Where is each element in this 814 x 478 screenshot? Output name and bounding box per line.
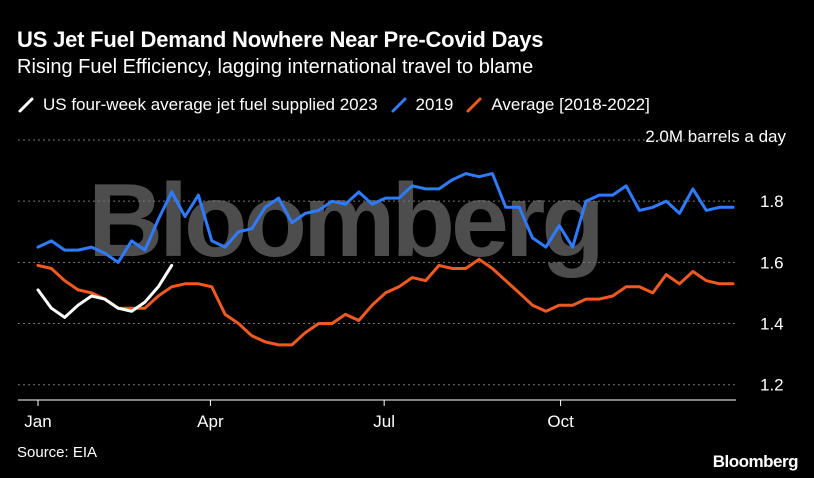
series-line-0 [36,263,174,319]
legend-swatch-2019 [391,97,407,113]
legend-label-2019: 2019 [415,95,454,114]
chart-title: US Jet Fuel Demand Nowhere Near Pre-Covi… [17,27,544,52]
x-tick-label: Apr [197,412,224,431]
bloomberg-logo: Bloomberg [712,452,799,471]
y-axis-unit-label: 2.0M barrels a day [645,127,786,146]
legend-swatch-2023 [18,97,34,113]
legend-item-2019: 2019 [390,95,454,115]
y-tick-label: 1.8 [760,192,784,211]
series-line-2 [36,257,735,347]
legend-label-average: Average [2018-2022] [491,95,650,114]
y-tick-label: 1.2 [760,376,784,395]
x-tick-label: Oct [547,412,574,431]
series-line-1 [36,172,735,264]
legend-item-average: Average [2018-2022] [465,95,650,115]
chart-subtitle: Rising Fuel Efficiency, lagging internat… [17,56,534,78]
legend: US four-week average jet fuel supplied 2… [17,95,662,115]
source-note: Source: EIA [17,444,98,461]
y-tick-label: 1.4 [760,315,784,334]
x-tick-label: Jan [24,412,51,431]
x-tick-label: Jul [373,412,395,431]
legend-label-2023: US four-week average jet fuel supplied 2… [43,95,378,114]
y-tick-label: 1.6 [760,253,784,272]
legend-swatch-average [466,97,482,113]
legend-item-2023: US four-week average jet fuel supplied 2… [17,95,378,115]
